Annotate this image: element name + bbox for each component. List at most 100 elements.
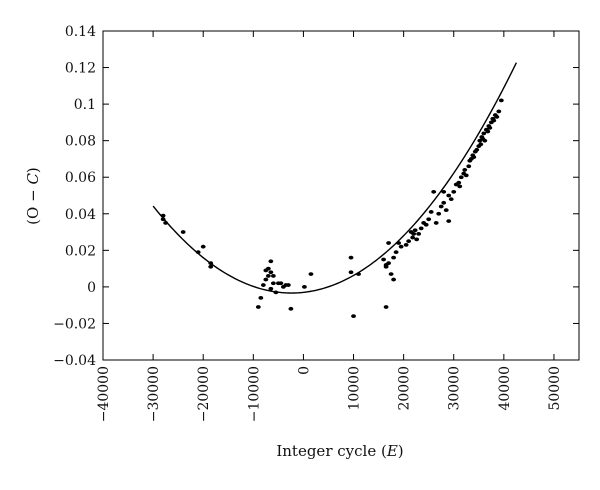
y-tick-label: 0 — [87, 280, 96, 296]
x-axis-title: Integer cycle (E) — [276, 442, 403, 460]
data-point — [423, 222, 429, 227]
data-point — [278, 281, 284, 286]
data-point — [195, 250, 201, 255]
data-point — [200, 244, 206, 249]
data-point — [398, 244, 404, 249]
data-point — [268, 270, 274, 275]
y-tick-label: 0.14 — [65, 24, 96, 40]
data-point — [457, 184, 463, 189]
data-point — [260, 283, 266, 287]
data-point — [471, 155, 477, 160]
data-point — [285, 283, 291, 287]
data-point — [426, 217, 432, 222]
data-point — [418, 226, 424, 231]
data-point — [386, 241, 391, 245]
data-point — [403, 242, 409, 247]
data-point — [491, 118, 497, 123]
data-point — [265, 266, 271, 271]
data-point — [208, 261, 214, 266]
data-point — [393, 250, 399, 255]
data-point — [436, 211, 442, 216]
data-point — [381, 257, 386, 262]
ticks-layer — [102, 30, 579, 361]
data-point — [383, 264, 389, 269]
x-tick-label: −30000 — [146, 366, 162, 422]
data-point — [441, 200, 447, 205]
data-point — [348, 270, 354, 275]
data-point — [485, 129, 491, 134]
data-point — [441, 189, 447, 194]
data-point — [416, 231, 422, 236]
data-point — [456, 180, 462, 185]
plot-frame — [102, 30, 580, 361]
data-point — [160, 213, 166, 218]
y-tick-label: 0.02 — [65, 243, 96, 259]
data-layer — [152, 62, 517, 319]
data-point — [481, 131, 487, 136]
data-point — [498, 98, 504, 103]
data-point — [348, 255, 354, 260]
y-tick-label: 0.1 — [74, 97, 96, 113]
data-point — [265, 274, 271, 278]
data-point — [388, 272, 394, 276]
data-point — [270, 281, 276, 286]
data-point — [463, 173, 469, 178]
data-point — [482, 138, 488, 143]
data-point — [433, 221, 439, 225]
x-tick-label: 0 — [296, 366, 312, 375]
y-tick-label: 0.12 — [65, 61, 96, 77]
x-tick-label: 10000 — [347, 366, 363, 411]
data-point — [443, 208, 449, 213]
x-tick-label: 50000 — [547, 366, 563, 411]
data-point — [351, 314, 356, 319]
data-point — [478, 142, 484, 147]
y-tick-label: 0.06 — [65, 170, 96, 186]
data-point — [496, 109, 502, 114]
labels-layer: −0.04 −0.02 0 0.02 0.04 0.06 0.08 0.1 0.12 0.14 −4… — [53, 24, 563, 422]
data-point — [273, 290, 279, 295]
y-tick-label: −0.02 — [53, 316, 96, 332]
y-axis-title: (O − C) — [24, 167, 42, 225]
data-point — [494, 115, 500, 119]
data-point — [431, 189, 437, 194]
data-point — [458, 175, 464, 180]
data-point — [448, 197, 454, 202]
data-point — [386, 261, 391, 266]
data-point — [208, 264, 214, 269]
data-point — [451, 189, 457, 194]
data-point — [474, 147, 480, 152]
data-point — [466, 164, 472, 169]
y-tick-label: −0.04 — [53, 353, 96, 369]
data-point — [391, 255, 397, 260]
data-point — [268, 259, 274, 264]
data-point — [446, 193, 452, 198]
data-point — [446, 219, 452, 223]
data-point — [487, 125, 493, 130]
data-point — [406, 239, 412, 244]
data-point — [308, 272, 314, 276]
x-tick-label: 30000 — [447, 366, 463, 411]
data-point — [462, 168, 468, 172]
data-point — [428, 210, 434, 214]
data-point — [302, 284, 307, 289]
fit-curve — [152, 62, 517, 294]
data-point — [414, 237, 420, 242]
x-tick-label: −40000 — [96, 366, 112, 422]
data-point — [391, 277, 397, 282]
data-point — [410, 235, 416, 240]
data-point — [356, 272, 361, 276]
y-tick-label: 0.04 — [65, 207, 96, 223]
x-tick-label: 20000 — [397, 366, 413, 411]
y-tick-label: 0.08 — [65, 134, 96, 150]
x-tick-label: −20000 — [196, 366, 212, 422]
data-point — [258, 295, 264, 300]
data-point — [268, 286, 274, 291]
data-point — [160, 217, 166, 222]
data-point — [263, 277, 269, 282]
x-tick-label: −10000 — [246, 366, 262, 422]
data-point — [255, 305, 261, 309]
data-point — [396, 241, 402, 245]
data-point — [438, 204, 444, 209]
